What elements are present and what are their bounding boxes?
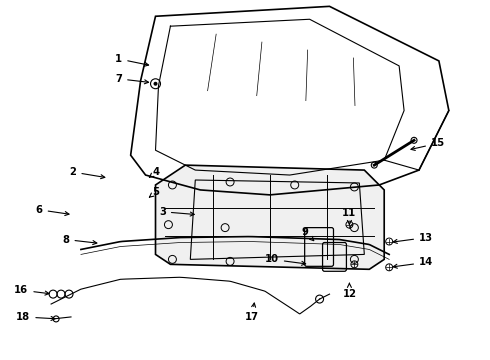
Text: 1: 1 (115, 54, 148, 66)
Circle shape (153, 82, 157, 86)
Text: 18: 18 (16, 312, 55, 322)
Text: 7: 7 (115, 74, 148, 84)
Text: 10: 10 (265, 255, 306, 265)
Text: 15: 15 (411, 138, 445, 150)
Text: 6: 6 (36, 205, 69, 216)
Text: 16: 16 (14, 285, 49, 295)
Text: 3: 3 (159, 207, 194, 217)
Text: 14: 14 (393, 257, 433, 268)
Text: 12: 12 (343, 283, 356, 299)
Text: 5: 5 (149, 187, 160, 197)
Polygon shape (155, 165, 384, 269)
Text: 8: 8 (63, 234, 97, 244)
Text: 17: 17 (245, 303, 259, 322)
Text: 13: 13 (393, 233, 433, 243)
Text: 2: 2 (70, 167, 105, 179)
Text: 11: 11 (343, 208, 357, 224)
Text: 9: 9 (301, 226, 314, 240)
Text: 4: 4 (149, 167, 160, 177)
